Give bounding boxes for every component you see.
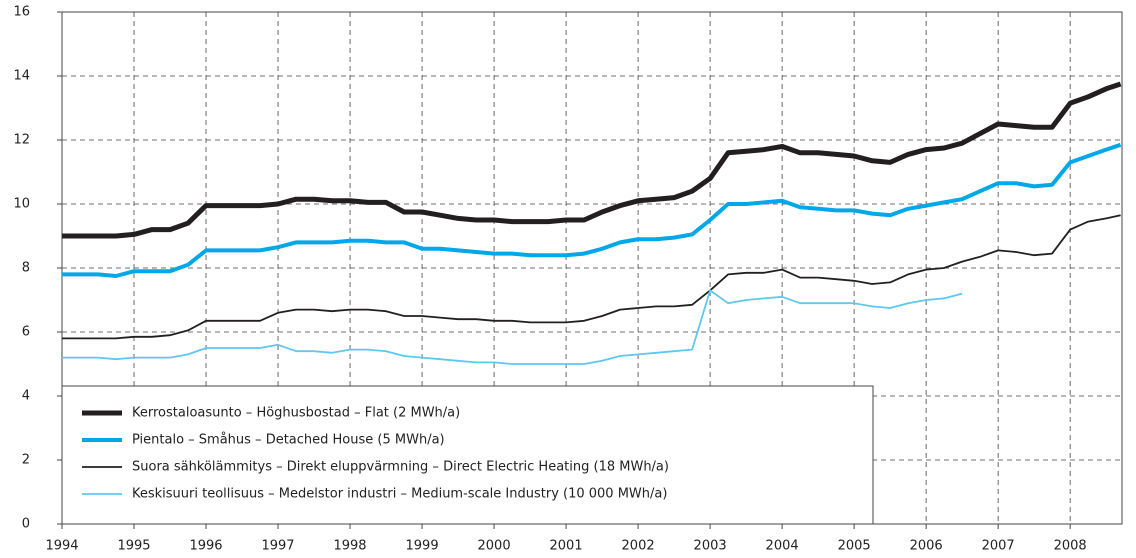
- x-tick-label: 2004: [766, 539, 799, 554]
- y-tick-label: 0: [22, 517, 30, 532]
- y-tick-label: 8: [22, 261, 30, 276]
- y-tick-label: 10: [13, 197, 30, 212]
- x-tick-label: 2007: [982, 539, 1015, 554]
- x-tick-label: 2008: [1054, 539, 1087, 554]
- x-tick-label: 1996: [189, 539, 222, 554]
- x-tick-label: 1994: [45, 539, 78, 554]
- legend-label: Keskisuuri teollisuus – Medelstor indust…: [132, 487, 667, 502]
- x-tick-label: 2002: [622, 539, 655, 554]
- x-tick-label: 2006: [910, 539, 943, 554]
- y-tick-label: 12: [13, 133, 30, 148]
- x-tick-label: 1999: [406, 539, 439, 554]
- legend-label: Pientalo – Småhus – Detached House (5 MW…: [132, 433, 445, 448]
- series-line: [62, 81, 1122, 239]
- legend-box: [61, 385, 874, 525]
- x-tick-label: 2000: [478, 539, 511, 554]
- series-line: [62, 142, 1122, 278]
- y-tick-label: 4: [22, 389, 30, 404]
- series-line: [62, 289, 963, 365]
- x-tick-label: 1995: [117, 539, 150, 554]
- x-tick-label: 1997: [261, 539, 294, 554]
- x-tick-label: 1998: [333, 539, 366, 554]
- series-line: [62, 214, 1121, 340]
- y-tick-label: 2: [22, 453, 30, 468]
- y-tick-label: 14: [13, 69, 30, 84]
- y-tick-label: 16: [13, 5, 30, 20]
- y-tick-label: 6: [22, 325, 30, 340]
- x-tick-label: 2001: [550, 539, 583, 554]
- legend-label: Kerrostaloasunto – Höghusbostad – Flat (…: [132, 406, 460, 421]
- legend-label: Suora sähkölämmitys – Direkt eluppvärmni…: [132, 460, 669, 475]
- x-tick-label: 2003: [694, 539, 727, 554]
- x-tick-label: 2005: [838, 539, 871, 554]
